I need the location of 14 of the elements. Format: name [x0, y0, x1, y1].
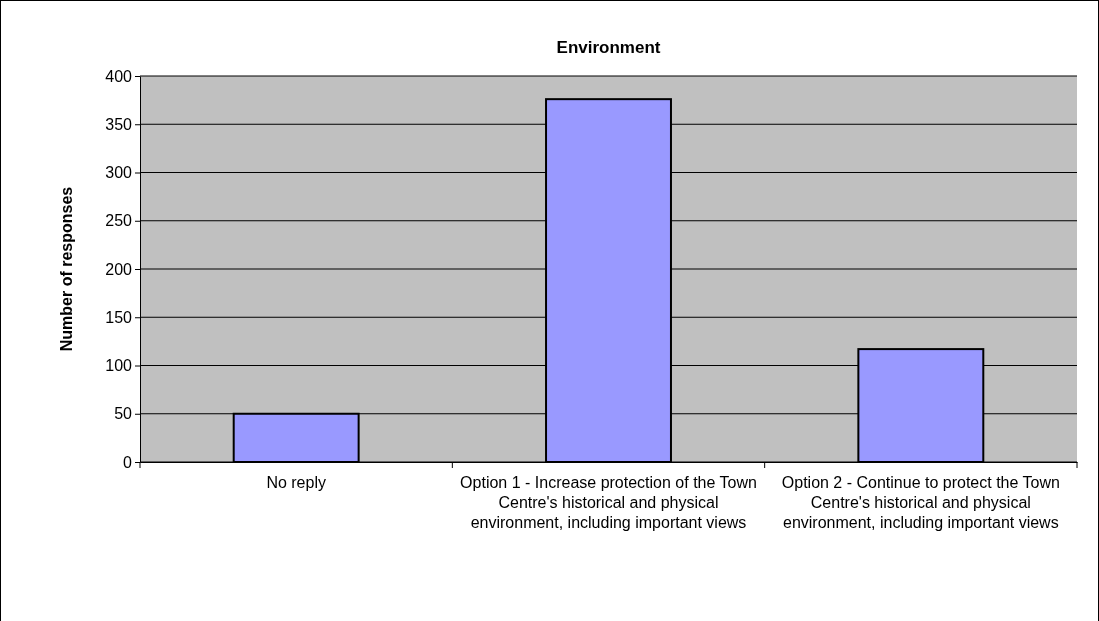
x-tick-label: Option 2 - Continue to protect the Town Centre's historical and physical environment, including important views	[781, 474, 1060, 531]
x-tick-label: Option 1 - Increase protection of the Town Centre's historical and physical environment, including important views	[460, 474, 757, 531]
x-tick-label: No reply	[266, 474, 326, 491]
y-tick-label: 150	[105, 308, 133, 326]
y-axis-title: Number of responses	[58, 186, 75, 352]
chart-title: Environment	[556, 38, 661, 57]
y-tick-label: 0	[123, 453, 133, 471]
y-tick-label: 350	[105, 115, 133, 133]
y-tick-label: 400	[105, 67, 133, 85]
y-tick-label: 200	[105, 260, 133, 278]
y-tick-label: 50	[114, 405, 133, 423]
y-tick-label: 250	[105, 212, 133, 230]
y-tick-label: 300	[105, 164, 133, 182]
y-tick-label: 100	[105, 357, 133, 375]
